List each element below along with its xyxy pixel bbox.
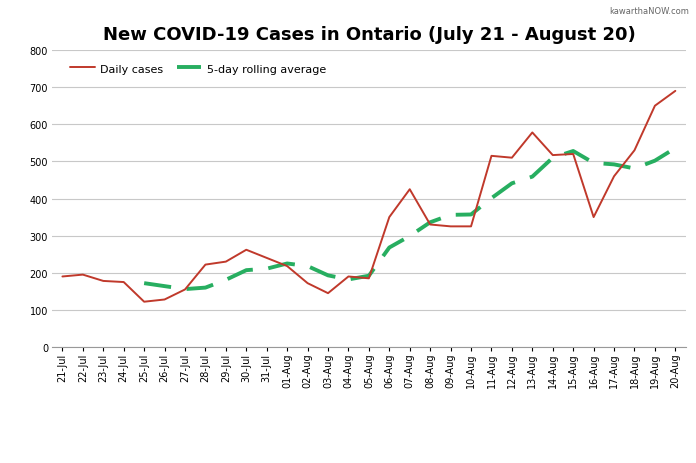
- Daily cases: [324, 291, 332, 296]
- 5-day rolling average: [569, 149, 578, 155]
- 5-day rolling average: [507, 181, 516, 187]
- 5-day rolling average: [365, 273, 373, 279]
- Daily cases: [651, 104, 659, 109]
- Line: 5-day rolling average: 5-day rolling average: [144, 149, 675, 289]
- Daily cases: [385, 215, 393, 220]
- Daily cases: [303, 281, 312, 286]
- 5-day rolling average: [140, 281, 148, 286]
- 5-day rolling average: [160, 284, 168, 289]
- 5-day rolling average: [406, 234, 414, 239]
- Daily cases: [426, 222, 434, 228]
- Daily cases: [365, 276, 373, 282]
- 5-day rolling average: [242, 268, 251, 273]
- 5-day rolling average: [651, 158, 659, 164]
- Legend: Daily cases, 5-day rolling average: Daily cases, 5-day rolling average: [70, 64, 326, 75]
- 5-day rolling average: [222, 277, 230, 283]
- Daily cases: [548, 153, 557, 158]
- Daily cases: [283, 264, 292, 269]
- 5-day rolling average: [671, 146, 679, 151]
- 5-day rolling average: [181, 287, 189, 292]
- Daily cases: [99, 279, 107, 284]
- Daily cases: [140, 299, 148, 305]
- Daily cases: [631, 148, 639, 154]
- Daily cases: [446, 224, 454, 230]
- 5-day rolling average: [528, 175, 537, 180]
- 5-day rolling average: [262, 266, 271, 272]
- Daily cases: [507, 156, 516, 161]
- Daily cases: [610, 174, 618, 180]
- 5-day rolling average: [487, 196, 496, 201]
- Text: kawarthaNOW.com: kawarthaNOW.com: [609, 7, 689, 16]
- 5-day rolling average: [303, 264, 312, 269]
- 5-day rolling average: [446, 213, 454, 218]
- Daily cases: [120, 280, 128, 285]
- Daily cases: [569, 152, 578, 157]
- Daily cases: [487, 154, 496, 159]
- 5-day rolling average: [548, 156, 557, 161]
- 5-day rolling average: [283, 261, 292, 267]
- 5-day rolling average: [426, 220, 434, 225]
- Daily cases: [262, 256, 271, 261]
- 5-day rolling average: [467, 212, 475, 218]
- Daily cases: [181, 287, 189, 293]
- Title: New COVID-19 Cases in Ontario (July 21 - August 20): New COVID-19 Cases in Ontario (July 21 -…: [102, 26, 635, 44]
- Line: Daily cases: Daily cases: [63, 92, 675, 302]
- Daily cases: [671, 89, 679, 94]
- 5-day rolling average: [590, 161, 598, 166]
- Daily cases: [160, 297, 168, 303]
- 5-day rolling average: [201, 285, 209, 291]
- 5-day rolling average: [324, 273, 332, 279]
- 5-day rolling average: [631, 166, 639, 172]
- Daily cases: [590, 215, 598, 220]
- Daily cases: [242, 247, 251, 253]
- Daily cases: [467, 224, 475, 230]
- Daily cases: [345, 274, 353, 280]
- 5-day rolling average: [385, 245, 393, 251]
- Daily cases: [406, 187, 414, 193]
- 5-day rolling average: [610, 162, 618, 168]
- Daily cases: [79, 272, 87, 278]
- Daily cases: [58, 274, 67, 280]
- 5-day rolling average: [345, 277, 353, 282]
- Daily cases: [201, 262, 209, 268]
- Daily cases: [222, 259, 230, 265]
- Daily cases: [528, 131, 537, 136]
